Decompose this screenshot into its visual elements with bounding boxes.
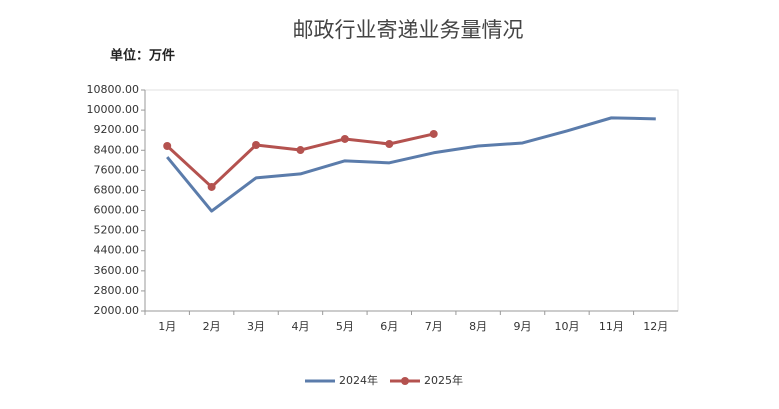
x-tick-label: 1月 bbox=[158, 320, 176, 333]
point-marker bbox=[296, 146, 305, 155]
y-tick-label: 6800.00 bbox=[94, 183, 140, 196]
x-tick-label: 8月 bbox=[469, 320, 487, 333]
y-tick-label: 5200.00 bbox=[94, 224, 140, 237]
x-tick-label: 5月 bbox=[336, 320, 354, 333]
point-marker bbox=[207, 182, 216, 191]
chart-subtitle: 单位：万件 bbox=[110, 48, 175, 64]
y-tick-label: 10000.00 bbox=[87, 103, 140, 116]
legend-label: 2025年 bbox=[424, 373, 463, 387]
y-tick-label: 10800.00 bbox=[87, 83, 140, 96]
x-tick-label: 7月 bbox=[425, 320, 443, 333]
point-marker bbox=[252, 140, 261, 149]
x-tick-label: 12月 bbox=[643, 320, 668, 333]
y-tick-label: 8400.00 bbox=[94, 143, 140, 156]
x-tick-label: 4月 bbox=[291, 320, 309, 333]
y-tick-label: 4400.00 bbox=[94, 244, 140, 257]
point-marker bbox=[429, 129, 438, 138]
y-tick-label: 3600.00 bbox=[94, 264, 140, 277]
point-marker bbox=[340, 134, 349, 143]
legend-marker bbox=[401, 377, 409, 385]
y-tick-label: 9200.00 bbox=[94, 123, 140, 136]
x-tick-label: 9月 bbox=[514, 320, 532, 333]
series-line bbox=[166, 116, 656, 213]
x-tick-label: 3月 bbox=[247, 320, 265, 333]
x-tick-label: 10月 bbox=[554, 320, 579, 333]
legend-label: 2024年 bbox=[339, 373, 378, 387]
x-tick-label: 6月 bbox=[380, 320, 398, 333]
point-marker bbox=[385, 139, 394, 148]
point-marker bbox=[163, 142, 172, 151]
y-tick-label: 6000.00 bbox=[94, 204, 140, 217]
x-tick-label: 2月 bbox=[203, 320, 221, 333]
y-tick-label: 2000.00 bbox=[94, 304, 140, 317]
chart-title: 邮政行业寄递业务量情况 bbox=[293, 18, 524, 42]
y-tick-label: 7600.00 bbox=[94, 163, 140, 176]
y-tick-label: 2800.00 bbox=[94, 284, 140, 297]
x-tick-label: 11月 bbox=[599, 320, 624, 333]
